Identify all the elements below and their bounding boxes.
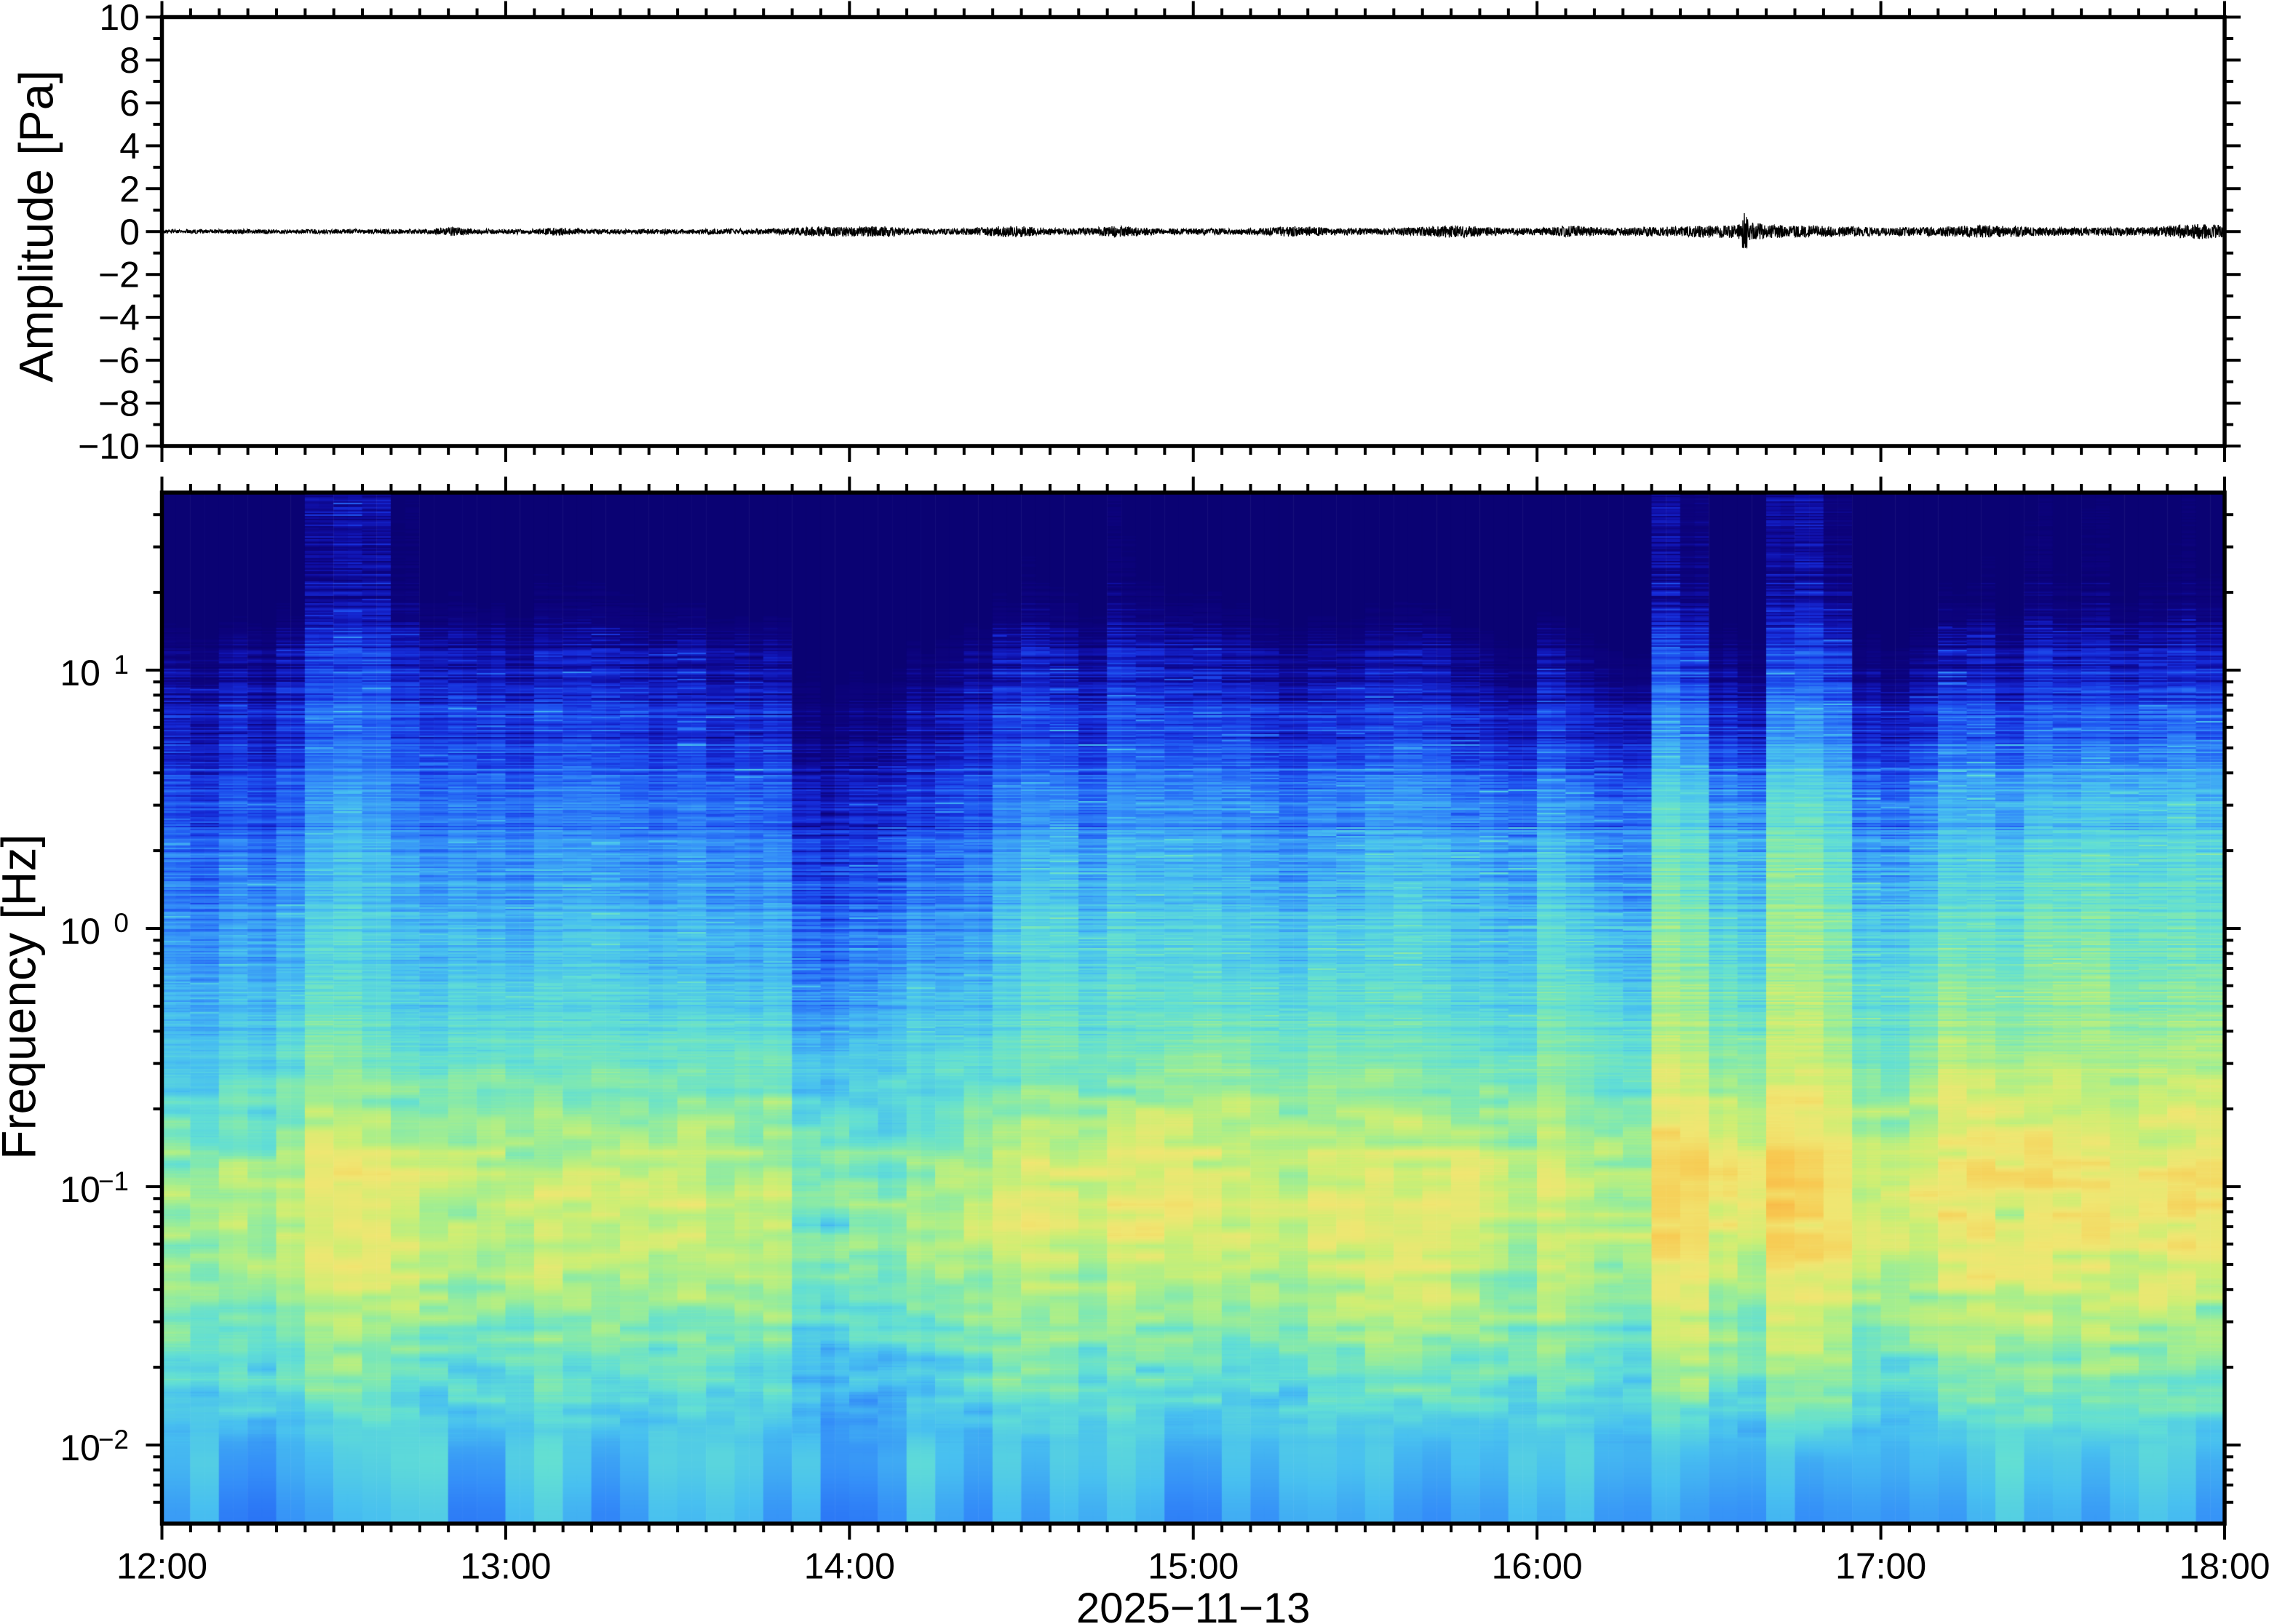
svg-text:14:00: 14:00	[804, 1546, 895, 1587]
svg-text:12:00: 12:00	[116, 1546, 207, 1587]
svg-text:15:00: 15:00	[1148, 1546, 1239, 1587]
svg-text:0: 0	[119, 212, 140, 252]
svg-text:−1: −1	[98, 1166, 129, 1196]
svg-text:−10: −10	[78, 426, 140, 467]
svg-text:10: 10	[60, 1169, 100, 1210]
svg-text:Frequency [Hz]: Frequency [Hz]	[0, 834, 45, 1160]
svg-text:2: 2	[119, 169, 140, 210]
svg-text:−2: −2	[98, 255, 140, 295]
svg-text:−6: −6	[98, 341, 140, 381]
svg-text:10: 10	[60, 1428, 100, 1468]
svg-text:0: 0	[114, 908, 129, 938]
svg-text:8: 8	[119, 40, 140, 81]
svg-text:16:00: 16:00	[1492, 1546, 1583, 1587]
svg-text:18:00: 18:00	[2179, 1546, 2269, 1587]
svg-text:10: 10	[99, 0, 140, 38]
svg-text:1: 1	[114, 650, 129, 680]
svg-text:6: 6	[119, 83, 140, 124]
svg-text:13:00: 13:00	[460, 1546, 551, 1587]
svg-text:−4: −4	[98, 298, 140, 338]
svg-text:17:00: 17:00	[1835, 1546, 1926, 1587]
svg-text:10: 10	[60, 653, 100, 693]
svg-text:−8: −8	[98, 383, 140, 424]
svg-text:10: 10	[60, 911, 100, 952]
svg-text:Amplitude [Pa]: Amplitude [Pa]	[9, 70, 63, 382]
svg-text:−2: −2	[98, 1425, 129, 1454]
svg-text:4: 4	[119, 126, 140, 167]
svg-text:2025−11−13: 2025−11−13	[1076, 1585, 1311, 1624]
